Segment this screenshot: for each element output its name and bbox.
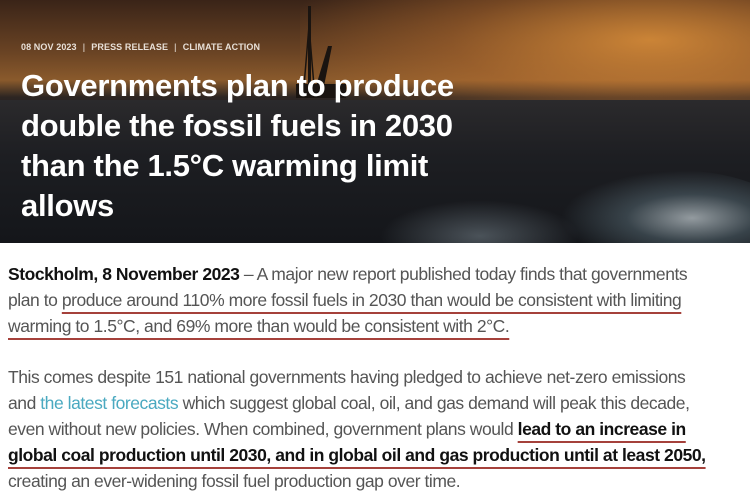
title-line: double the fossil fuels in 2030 bbox=[21, 108, 453, 143]
text: plan to bbox=[8, 290, 62, 310]
title-line: Governments plan to produce bbox=[21, 68, 454, 103]
highlighted-text: produce around 110% more fossil fuels in… bbox=[61, 290, 682, 310]
oil-rig-icon bbox=[296, 6, 346, 98]
highlighted-text: lead to an increase in bbox=[517, 419, 687, 439]
text: creating an ever-widening fossil fuel pr… bbox=[8, 471, 461, 491]
text: – A major new report published today fin… bbox=[239, 264, 688, 284]
paragraph-1: Stockholm, 8 November 2023 – A major new… bbox=[8, 261, 688, 339]
topic-link[interactable]: CLIMATE ACTION bbox=[182, 42, 261, 52]
page-title: Governments plan to produce double the f… bbox=[21, 66, 454, 226]
paragraph-2: This comes despite 151 national governme… bbox=[8, 364, 706, 494]
dateline: Stockholm, 8 November 2023 bbox=[8, 264, 240, 284]
highlighted-text: global coal production until 2030, and i… bbox=[8, 445, 706, 465]
category-link[interactable]: PRESS RELEASE bbox=[91, 42, 169, 52]
text: which suggest global coal, oil, and gas … bbox=[178, 393, 690, 413]
text: and bbox=[8, 393, 41, 413]
hero-image: 08 NOV 2023 | PRESS RELEASE | CLIMATE ACTION… bbox=[0, 0, 750, 243]
wave bbox=[560, 170, 750, 243]
wave bbox=[380, 200, 580, 243]
article-date: 08 NOV 2023 bbox=[21, 42, 77, 52]
article-meta: 08 NOV 2023 | PRESS RELEASE | CLIMATE ACTION bbox=[21, 42, 261, 52]
title-line: allows bbox=[21, 188, 114, 223]
latest-forecasts-link[interactable]: the latest forecasts bbox=[40, 393, 179, 413]
title-line: than the 1.5°C warming limit bbox=[21, 148, 429, 183]
highlighted-text: warming to 1.5°C, and 69% more than woul… bbox=[8, 316, 510, 336]
text: even without new policies. When combined… bbox=[8, 419, 518, 439]
text: This comes despite 151 national governme… bbox=[8, 367, 686, 387]
